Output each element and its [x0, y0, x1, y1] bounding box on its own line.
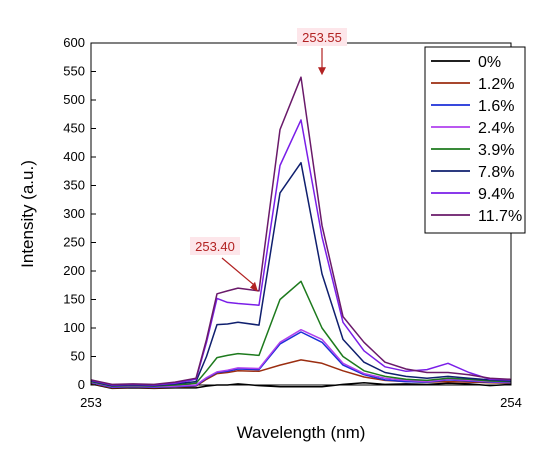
y-tick-label: 50	[71, 349, 85, 364]
y-tick-label: 250	[63, 235, 85, 250]
annotation-bg	[297, 28, 347, 46]
legend-label: 9.4%	[478, 186, 514, 203]
legend-label: 0%	[478, 54, 501, 71]
legend-label: 11.7%	[478, 208, 522, 225]
y-axis-title: Intensity (a.u.)	[18, 160, 37, 268]
legend-label: 2.4%	[478, 120, 514, 137]
legend-label: 7.8%	[478, 164, 514, 181]
x-axis-title: Wavelength (nm)	[237, 423, 366, 442]
x-tick-label: 253	[80, 395, 102, 410]
annotation-arrowhead	[318, 67, 326, 76]
y-tick-label: 100	[63, 320, 85, 335]
series-group	[90, 76, 512, 390]
annotation-bg	[190, 237, 240, 255]
series-line-11-7pct	[90, 76, 512, 386]
y-axis: 0 50 100 150 200 250 300 350 400 450 500 550 600	[63, 35, 96, 392]
y-tick-label: 0	[78, 377, 85, 392]
series-line-2-4pct	[90, 328, 512, 388]
y-tick-label: 400	[63, 149, 85, 164]
legend-box	[424, 46, 526, 234]
series-line-3-9pct	[90, 280, 512, 387]
y-tick-label: 200	[63, 263, 85, 278]
annotations: 253.55 253.40	[190, 28, 347, 292]
annotation-arrowhead	[250, 281, 258, 292]
legend-label: 3.9%	[478, 142, 514, 159]
annotation-arrow	[221, 257, 256, 287]
legend-label: 1.6%	[478, 98, 514, 115]
legend: 0% 1.2% 1.6% 2.4% 3.9% 7.8% 9.4% 11.7%	[424, 46, 526, 234]
y-tick-label: 550	[63, 64, 85, 79]
y-tick-label: 300	[63, 206, 85, 221]
y-tick-label: 500	[63, 92, 85, 107]
y-tick-label: 350	[63, 178, 85, 193]
x-axis: 253 254	[80, 379, 522, 410]
legend-label: 1.2%	[478, 76, 514, 93]
y-tick-label: 150	[63, 292, 85, 307]
annotation-label: 253.40	[195, 239, 235, 254]
y-tick-label: 450	[63, 121, 85, 136]
x-tick-label: 254	[500, 395, 522, 410]
y-tick-label: 600	[63, 35, 85, 50]
series-line-9-4pct	[90, 119, 512, 386]
annotation-label: 253.55	[302, 30, 342, 45]
